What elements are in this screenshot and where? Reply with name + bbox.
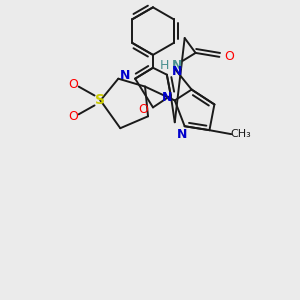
- Text: N: N: [172, 65, 182, 78]
- Text: N: N: [172, 59, 182, 72]
- Text: N: N: [120, 69, 130, 82]
- Text: CH₃: CH₃: [231, 129, 251, 139]
- Text: N: N: [162, 91, 172, 104]
- Text: O: O: [138, 103, 148, 116]
- Text: H: H: [160, 59, 170, 72]
- Text: O: O: [68, 78, 78, 91]
- Text: S: S: [95, 94, 106, 107]
- Text: N: N: [176, 128, 187, 141]
- Text: O: O: [68, 110, 78, 123]
- Text: O: O: [224, 50, 234, 63]
